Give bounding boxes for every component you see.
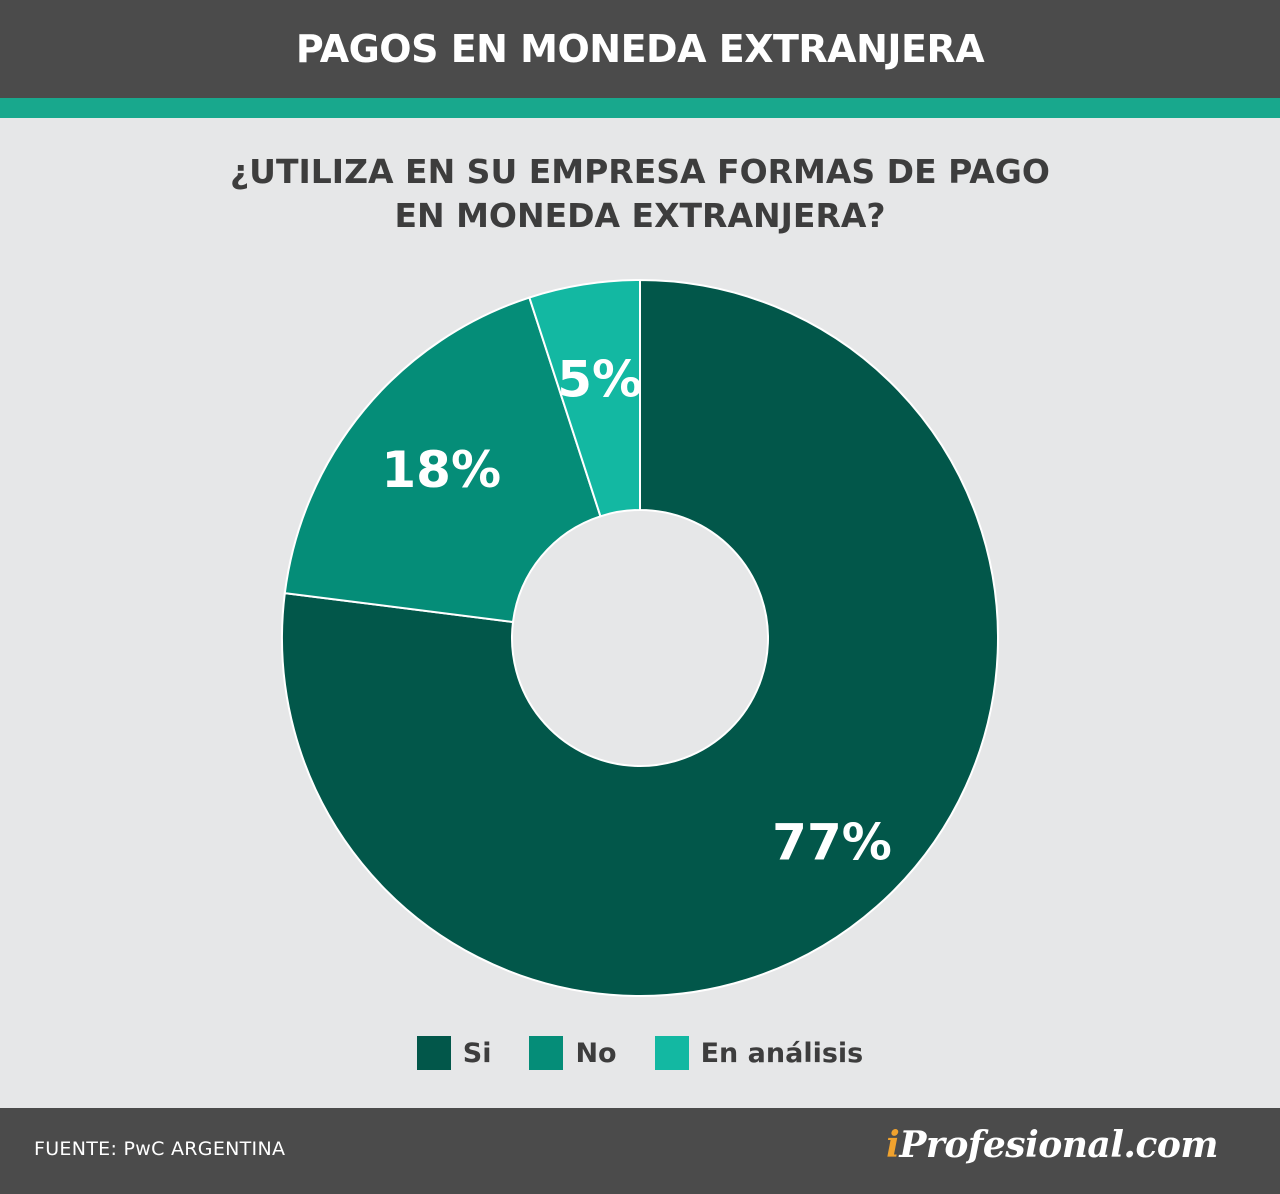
chart-legend: Si No En análisis <box>0 1036 1280 1070</box>
accent-stripe <box>0 98 1280 118</box>
legend-item-no: No <box>529 1036 617 1070</box>
page-title: PAGOS EN MONEDA EXTRANJERA <box>295 27 985 71</box>
legend-label: En análisis <box>700 1037 864 1069</box>
header-bar: PAGOS EN MONEDA EXTRANJERA <box>0 0 1280 98</box>
brand-logo: iProfesional.com <box>886 1124 1218 1166</box>
brand-logo-i: i <box>886 1124 900 1166</box>
slice-en-análisis <box>528 278 641 518</box>
slice-no <box>283 296 602 624</box>
chart-question-line-2: EN MONEDA EXTRANJERA? <box>394 196 886 235</box>
data-label-no: 18% <box>381 441 501 499</box>
legend-item-si: Si <box>416 1036 492 1070</box>
source-note: FUENTE: PwC ARGENTINA <box>34 1138 286 1160</box>
footer-bar: FUENTE: PwC ARGENTINA iProfesional.com <box>0 1108 1280 1194</box>
chart-question-line-1: ¿UTILIZA EN SU EMPRESA FORMAS DE PAGO <box>230 152 1050 191</box>
data-label-si: 77% <box>772 814 892 872</box>
legend-swatch <box>416 1036 451 1070</box>
chart-question: ¿UTILIZA EN SU EMPRESA FORMAS DE PAGO EN… <box>0 150 1280 238</box>
legend-swatch <box>654 1036 689 1070</box>
legend-label: No <box>575 1037 617 1069</box>
data-label-en-análisis: 5% <box>557 351 642 409</box>
slice-si <box>281 278 999 997</box>
legend-label: Si <box>462 1037 492 1069</box>
legend-swatch <box>529 1036 564 1070</box>
brand-logo-text: Profesional.com <box>899 1124 1218 1166</box>
legend-item-en-análisis: En análisis <box>654 1036 864 1070</box>
